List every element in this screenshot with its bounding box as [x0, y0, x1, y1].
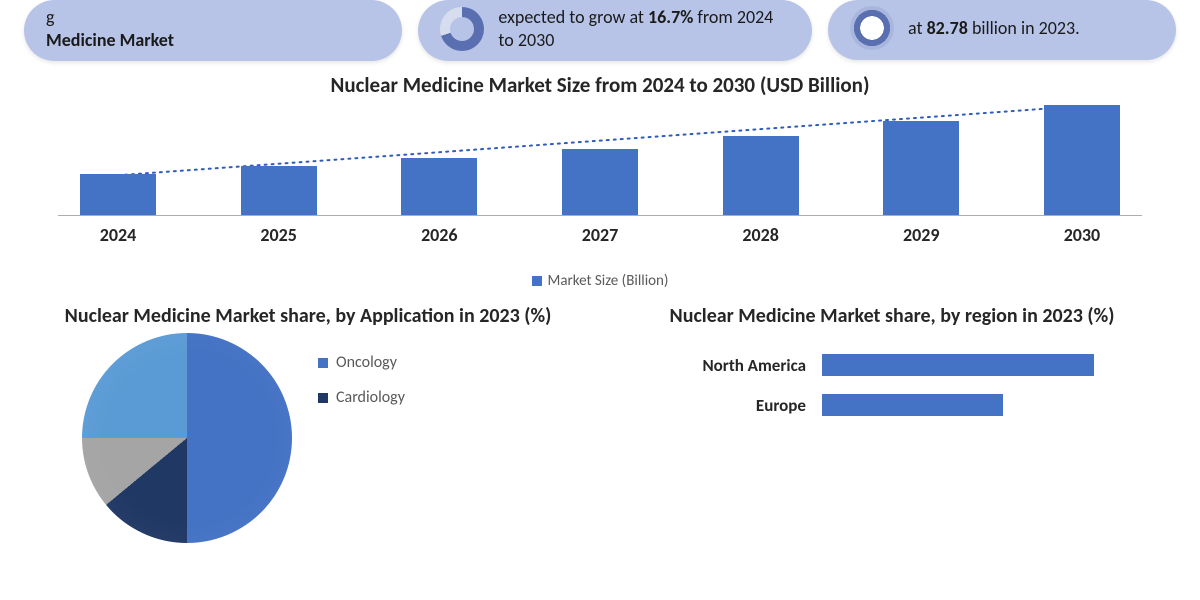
pie-chart-title: Nuclear Medicine Market share, by Applic… — [36, 304, 580, 329]
bar-chart-section: Nuclear Medicine Market Size from 2024 t… — [0, 52, 1200, 290]
x-tick-label: 2027 — [562, 224, 638, 246]
x-tick-label: 2028 — [723, 224, 799, 246]
legend-swatch — [532, 276, 542, 286]
pie-chart-wrap: Oncology Cardiology — [36, 339, 580, 543]
text-fragment: billion in 2023. — [968, 17, 1080, 39]
x-tick-label: 2030 — [1044, 224, 1120, 246]
hbar-label: Europe — [626, 395, 806, 416]
card-cagr-text: expected to grow at 16.7% from 2024 to 2… — [498, 6, 790, 51]
header-cards: g Medicine Market expected to grow at 16… — [0, 0, 1200, 52]
bar-chart: 2024 2025 2026 2027 2028 2029 2030 — [58, 104, 1142, 254]
text-bold: 16.7% — [648, 6, 693, 28]
legend-label: Cardiology — [336, 388, 405, 407]
bar — [723, 136, 799, 215]
hbar-fill — [822, 394, 1003, 416]
hbar-chart: North America Europe — [620, 339, 1164, 425]
bar-chart-title: Nuclear Medicine Market Size from 2024 t… — [48, 72, 1152, 98]
hbar-row: North America — [626, 345, 1146, 385]
hbar-chart-title: Nuclear Medicine Market share, by region… — [620, 304, 1164, 329]
card-market-name: g Medicine Market — [24, 0, 402, 61]
legend-swatch — [318, 393, 328, 403]
bar-chart-legend: Market Size (Billion) — [48, 272, 1152, 290]
hbar-row: Europe — [626, 385, 1146, 425]
pie-chart — [82, 333, 292, 543]
bar — [883, 121, 959, 215]
bar — [562, 149, 638, 215]
gauge-icon — [440, 7, 484, 51]
text-bold: 82.78 — [927, 17, 968, 39]
text-fragment: expected to grow at — [498, 6, 648, 28]
bottom-panels: Nuclear Medicine Market share, by Applic… — [0, 290, 1200, 543]
pie-legend: Oncology Cardiology — [318, 339, 405, 407]
pie-legend-item: Cardiology — [318, 388, 405, 407]
x-tick-label: 2029 — [883, 224, 959, 246]
hbar-panel: Nuclear Medicine Market share, by region… — [620, 304, 1164, 543]
card-value-text: at 82.78 billion in 2023. — [908, 17, 1080, 40]
bar — [401, 158, 477, 215]
legend-swatch — [318, 358, 328, 368]
hbar-fill — [822, 354, 1094, 376]
legend-label: Oncology — [336, 353, 397, 372]
bar — [80, 174, 156, 215]
card-cagr: expected to grow at 16.7% from 2024 to 2… — [418, 0, 812, 61]
hbar-label: North America — [626, 355, 806, 376]
pie-legend-item: Oncology — [318, 353, 405, 372]
card-market-value: at 82.78 billion in 2023. — [828, 0, 1176, 60]
bar-chart-plot — [58, 104, 1142, 216]
ring-icon — [850, 6, 894, 50]
bar-chart-x-axis: 2024 2025 2026 2027 2028 2029 2030 — [58, 216, 1142, 246]
bar — [241, 166, 317, 215]
hbar-track — [822, 354, 1146, 376]
bar — [1044, 105, 1120, 215]
card-market-name-text: g Medicine Market — [46, 6, 174, 51]
text-fragment: g — [46, 6, 54, 28]
pie-panel: Nuclear Medicine Market share, by Applic… — [36, 304, 580, 543]
x-tick-label: 2025 — [241, 224, 317, 246]
pie-overlay — [82, 333, 292, 543]
legend-label: Market Size (Billion) — [548, 272, 669, 290]
text-bold: Medicine Market — [46, 29, 174, 51]
x-tick-label: 2026 — [401, 224, 477, 246]
text-fragment: at — [908, 17, 927, 39]
x-tick-label: 2024 — [80, 224, 156, 246]
hbar-track — [822, 394, 1146, 416]
